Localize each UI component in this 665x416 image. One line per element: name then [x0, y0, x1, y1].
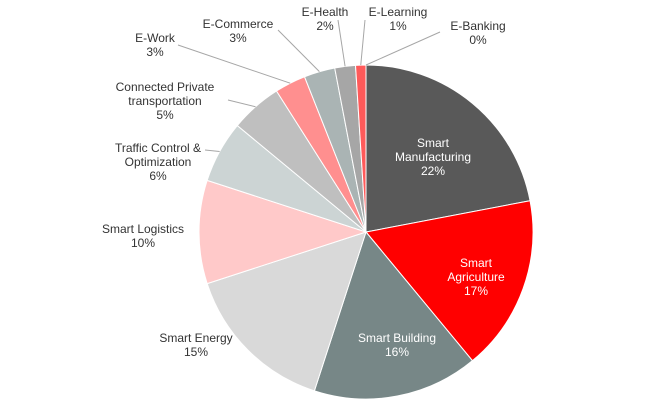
percent-label: 3%	[146, 45, 164, 59]
pie-slice	[365, 64, 531, 233]
leader-line	[204, 149, 220, 153]
data-label: E-Commerce 3%	[193, 17, 283, 45]
leader-line	[177, 44, 291, 84]
category-name: E-Learning	[368, 5, 428, 19]
leader-line	[227, 99, 256, 108]
percent-label: 17%	[463, 284, 489, 298]
leader-line	[365, 31, 441, 66]
category-name: E-Health	[301, 5, 349, 19]
data-label: Traffic Control & Optimization 6%	[103, 141, 213, 183]
percent-label: 1%	[389, 19, 407, 33]
leader-line	[277, 29, 320, 72]
data-label: E-Work 3%	[125, 31, 185, 59]
percent-label: 3%	[229, 31, 247, 45]
pie-slice	[198, 179, 368, 285]
data-label: E-Health 2%	[290, 5, 360, 33]
data-label: Connected Private transportation 5%	[100, 80, 230, 122]
percent-label: 22%	[420, 164, 446, 178]
percent-label: 16%	[384, 345, 410, 359]
leader-line	[360, 19, 366, 66]
pie-slice	[206, 231, 367, 392]
category-name: Smart Energy	[159, 331, 233, 345]
percent-label: 2%	[316, 19, 334, 33]
category-name: Smart Agriculture	[447, 256, 505, 284]
pie-slice	[313, 230, 474, 400]
data-label: Smart Building 16%	[342, 331, 452, 359]
percent-label: 6%	[149, 169, 167, 183]
leader-line	[337, 19, 346, 67]
data-label: Smart Manufacturing 22%	[383, 136, 483, 178]
category-name: E-Work	[135, 31, 175, 45]
data-label: E-Banking 0%	[438, 19, 518, 47]
percent-label: 5%	[156, 108, 174, 122]
category-name: E-Commerce	[202, 17, 274, 31]
percent-label: 0%	[469, 33, 487, 47]
category-name: Traffic Control & Optimization	[114, 141, 202, 169]
data-label: Smart Agriculture 17%	[431, 256, 521, 298]
data-label: Smart Energy 15%	[141, 331, 251, 359]
data-label: E-Learning 1%	[358, 5, 438, 33]
pie-slice	[365, 200, 534, 362]
category-name: Smart Building	[357, 331, 437, 345]
percent-label: 10%	[130, 236, 156, 250]
category-name: Smart Logistics	[101, 222, 185, 236]
category-name: Connected Private transportation	[115, 80, 215, 108]
category-name: E-Banking	[450, 19, 506, 33]
percent-label: 15%	[183, 345, 209, 359]
category-name: Smart Manufacturing	[394, 136, 472, 164]
data-label: Smart Logistics 10%	[83, 222, 203, 250]
